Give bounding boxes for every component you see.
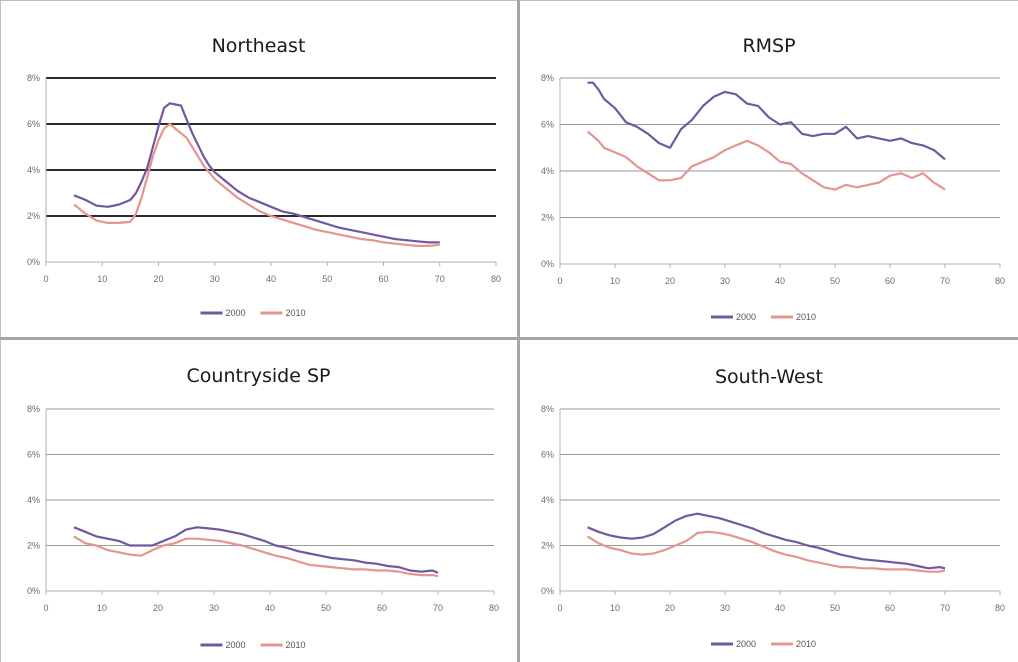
x-tick-label: 10	[97, 274, 107, 284]
chart-title: RMSP	[742, 35, 795, 57]
x-tick-label: 60	[378, 274, 388, 284]
y-tick-label: 6%	[541, 120, 554, 130]
chart-svg-south-west: South-West 0% 2% 4% 6% 8% 0 10 20 30 40 50 60 70 80 200…	[541, 366, 1005, 649]
legend-label-2000: 2000	[736, 639, 756, 649]
y-tick-label: 4%	[541, 166, 554, 176]
x-tick-label: 80	[995, 603, 1005, 613]
x-tick-label: 50	[830, 276, 840, 286]
y-tick-label: 4%	[27, 495, 40, 505]
series-line-2010	[73, 535, 439, 578]
x-tick-label: 20	[153, 274, 163, 284]
x-tick-label: 0	[557, 603, 562, 613]
series-line-2000	[73, 526, 439, 574]
x-tick-label: 80	[489, 603, 499, 613]
x-tick-label: 40	[775, 603, 785, 613]
legend-label-2010: 2010	[796, 312, 816, 322]
chart-title: South-West	[715, 366, 823, 388]
x-tick-label: 70	[940, 276, 950, 286]
y-tick-label: 4%	[27, 165, 40, 175]
legend-label-2010: 2010	[286, 308, 306, 318]
x-tick-label: 60	[885, 276, 895, 286]
series-line-2010	[586, 130, 946, 191]
frame-left-border	[0, 0, 1, 662]
y-tick-label: 6%	[27, 450, 40, 460]
x-tick-label: 80	[491, 274, 501, 284]
x-tick-label: 0	[43, 274, 48, 284]
x-tick-label: 20	[665, 276, 675, 286]
x-tick-label: 30	[720, 603, 730, 613]
x-tick-label: 70	[433, 603, 443, 613]
y-tick-label: 8%	[541, 404, 554, 414]
x-tick-label: 0	[43, 603, 48, 613]
x-tick-label: 30	[720, 276, 730, 286]
y-tick-label: 8%	[27, 73, 40, 83]
x-tick-label: 40	[265, 603, 275, 613]
x-tick-label: 80	[995, 276, 1005, 286]
chart-svg-northeast: Northeast 0% 2% 4% 6% 8% 0 10 20 30 40 50 60 70 80 2000…	[27, 35, 501, 318]
x-tick-label: 50	[321, 603, 331, 613]
x-tick-label: 10	[610, 276, 620, 286]
y-tick-label: 4%	[541, 495, 554, 505]
x-tick-label: 70	[940, 603, 950, 613]
legend-label-2010: 2010	[286, 640, 306, 650]
x-tick-label: 40	[775, 276, 785, 286]
y-tick-label: 0%	[27, 586, 40, 596]
chart-panel-rmsp: RMSP 0% 2% 4% 6% 8% 0 10 20 30 40 50 60 70 80 2000 2010	[520, 0, 1018, 337]
y-tick-label: 2%	[541, 541, 554, 551]
x-tick-label: 20	[153, 603, 163, 613]
series-line-2010	[73, 122, 440, 247]
x-tick-label: 10	[610, 603, 620, 613]
series-line-2000	[587, 81, 946, 161]
chart-svg-rmsp: RMSP 0% 2% 4% 6% 8% 0 10 20 30 40 50 60 70 80 2000 2010	[541, 35, 1005, 322]
x-tick-label: 30	[210, 274, 220, 284]
frame-vertical-divider	[517, 0, 520, 662]
y-tick-label: 2%	[27, 541, 40, 551]
chart-title: Northeast	[212, 35, 306, 57]
chart-panel-south-west: South-West 0% 2% 4% 6% 8% 0 10 20 30 40 50 60 70 80 200…	[520, 340, 1018, 662]
y-tick-label: 0%	[541, 586, 554, 596]
x-tick-label: 60	[377, 603, 387, 613]
x-tick-label: 50	[322, 274, 332, 284]
x-tick-label: 40	[266, 274, 276, 284]
x-tick-label: 20	[665, 603, 675, 613]
legend-label-2000: 2000	[226, 308, 246, 318]
frame-top-border	[0, 0, 1018, 1]
series-line-2000	[587, 512, 946, 570]
chart-panel-northeast: Northeast 0% 2% 4% 6% 8% 0 10 20 30 40 50 60 70 80 2000…	[0, 0, 517, 337]
y-tick-label: 8%	[27, 404, 40, 414]
y-tick-label: 0%	[541, 259, 554, 269]
x-tick-label: 70	[435, 274, 445, 284]
series-line-2010	[586, 530, 946, 573]
y-tick-label: 6%	[27, 119, 40, 129]
legend-label-2010: 2010	[796, 639, 816, 649]
chart-panel-countryside-sp: Countryside SP 0% 2% 4% 6% 8% 0 10 20 30 40 50 60 70 8…	[0, 340, 517, 662]
y-tick-label: 2%	[541, 213, 554, 223]
x-tick-label: 60	[885, 603, 895, 613]
x-tick-label: 30	[209, 603, 219, 613]
y-tick-label: 0%	[27, 257, 40, 267]
legend-label-2000: 2000	[226, 640, 246, 650]
frame-horizontal-divider	[0, 337, 1018, 340]
chart-svg-countryside-sp: Countryside SP 0% 2% 4% 6% 8% 0 10 20 30 40 50 60 70 8…	[27, 365, 499, 650]
x-tick-label: 50	[830, 603, 840, 613]
x-tick-label: 0	[557, 276, 562, 286]
legend-label-2000: 2000	[736, 312, 756, 322]
series-line-2000	[73, 102, 440, 244]
y-tick-label: 8%	[541, 73, 554, 83]
chart-title: Countryside SP	[187, 365, 331, 387]
y-tick-label: 2%	[27, 211, 40, 221]
y-tick-label: 6%	[541, 450, 554, 460]
x-tick-label: 10	[97, 603, 107, 613]
